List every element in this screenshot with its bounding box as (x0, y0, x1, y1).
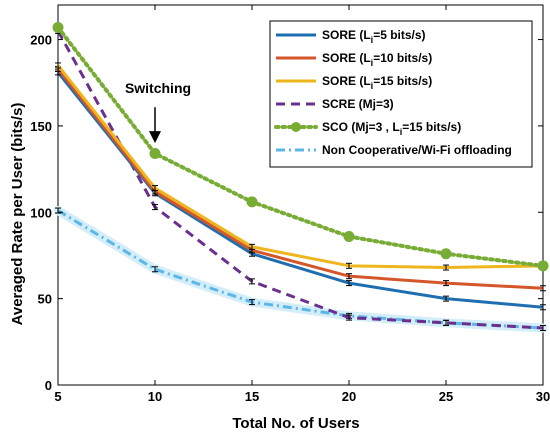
annotation-text: Switching (125, 80, 191, 96)
legend-label-noncoop: Non Cooperative/Wi-Fi offloading (322, 143, 512, 157)
series-sco (52, 21, 549, 272)
data-point-sco (149, 148, 161, 160)
legend: SORE (Li=5 bits/s) SORE (Li=10 bits/s) SOR… (269, 20, 533, 168)
y-tick-label: 100 (30, 205, 52, 220)
x-tick-label: 30 (536, 389, 550, 404)
annotation-arrowhead (149, 131, 161, 144)
x-tick-label: 20 (342, 389, 356, 404)
y-tick-label: 150 (30, 119, 52, 134)
series-line-sore15 (56, 64, 544, 270)
series-line-sco (56, 25, 545, 268)
legend-label-sco: SCO (Mj=3 , Li=15 bits/s) (322, 120, 461, 137)
legend-label-sore10: SORE (Li=10 bits/s) (322, 51, 432, 68)
data-point-sco (440, 248, 452, 260)
x-tick-label: 25 (439, 389, 453, 404)
series-line-sore10 (56, 67, 544, 290)
x-axis-label: Total No. of Users (232, 415, 359, 432)
y-tick-label: 0 (45, 378, 52, 393)
data-point-sco (537, 260, 549, 272)
x-tick-label: 15 (245, 389, 259, 404)
y-axis-label: Averaged Rate per User (bits/s) (9, 103, 26, 326)
legend-box (269, 20, 533, 168)
data-point-sco (343, 230, 355, 242)
series-layer (52, 21, 549, 333)
legend-label-sore5: SORE (Li=5 bits/s) (322, 28, 426, 45)
annotation-layer: Switching (125, 80, 191, 144)
ticks-layer: 5 10 15 20 25 30 0 50 100 150 200 (30, 5, 550, 404)
data-point-sco (52, 21, 64, 33)
legend-label-scre: SCRE (Mj=3) (322, 97, 394, 111)
legend-label-sore15: SORE (Li=15 bits/s) (322, 74, 432, 91)
data-point-sco (246, 196, 258, 208)
y-tick-label: 200 (30, 33, 52, 48)
series-line-scre (56, 30, 544, 330)
legend-marker-sco (291, 122, 301, 132)
y-tick-label: 50 (38, 292, 52, 307)
x-tick-label: 5 (54, 389, 61, 404)
x-tick-label: 10 (148, 389, 162, 404)
